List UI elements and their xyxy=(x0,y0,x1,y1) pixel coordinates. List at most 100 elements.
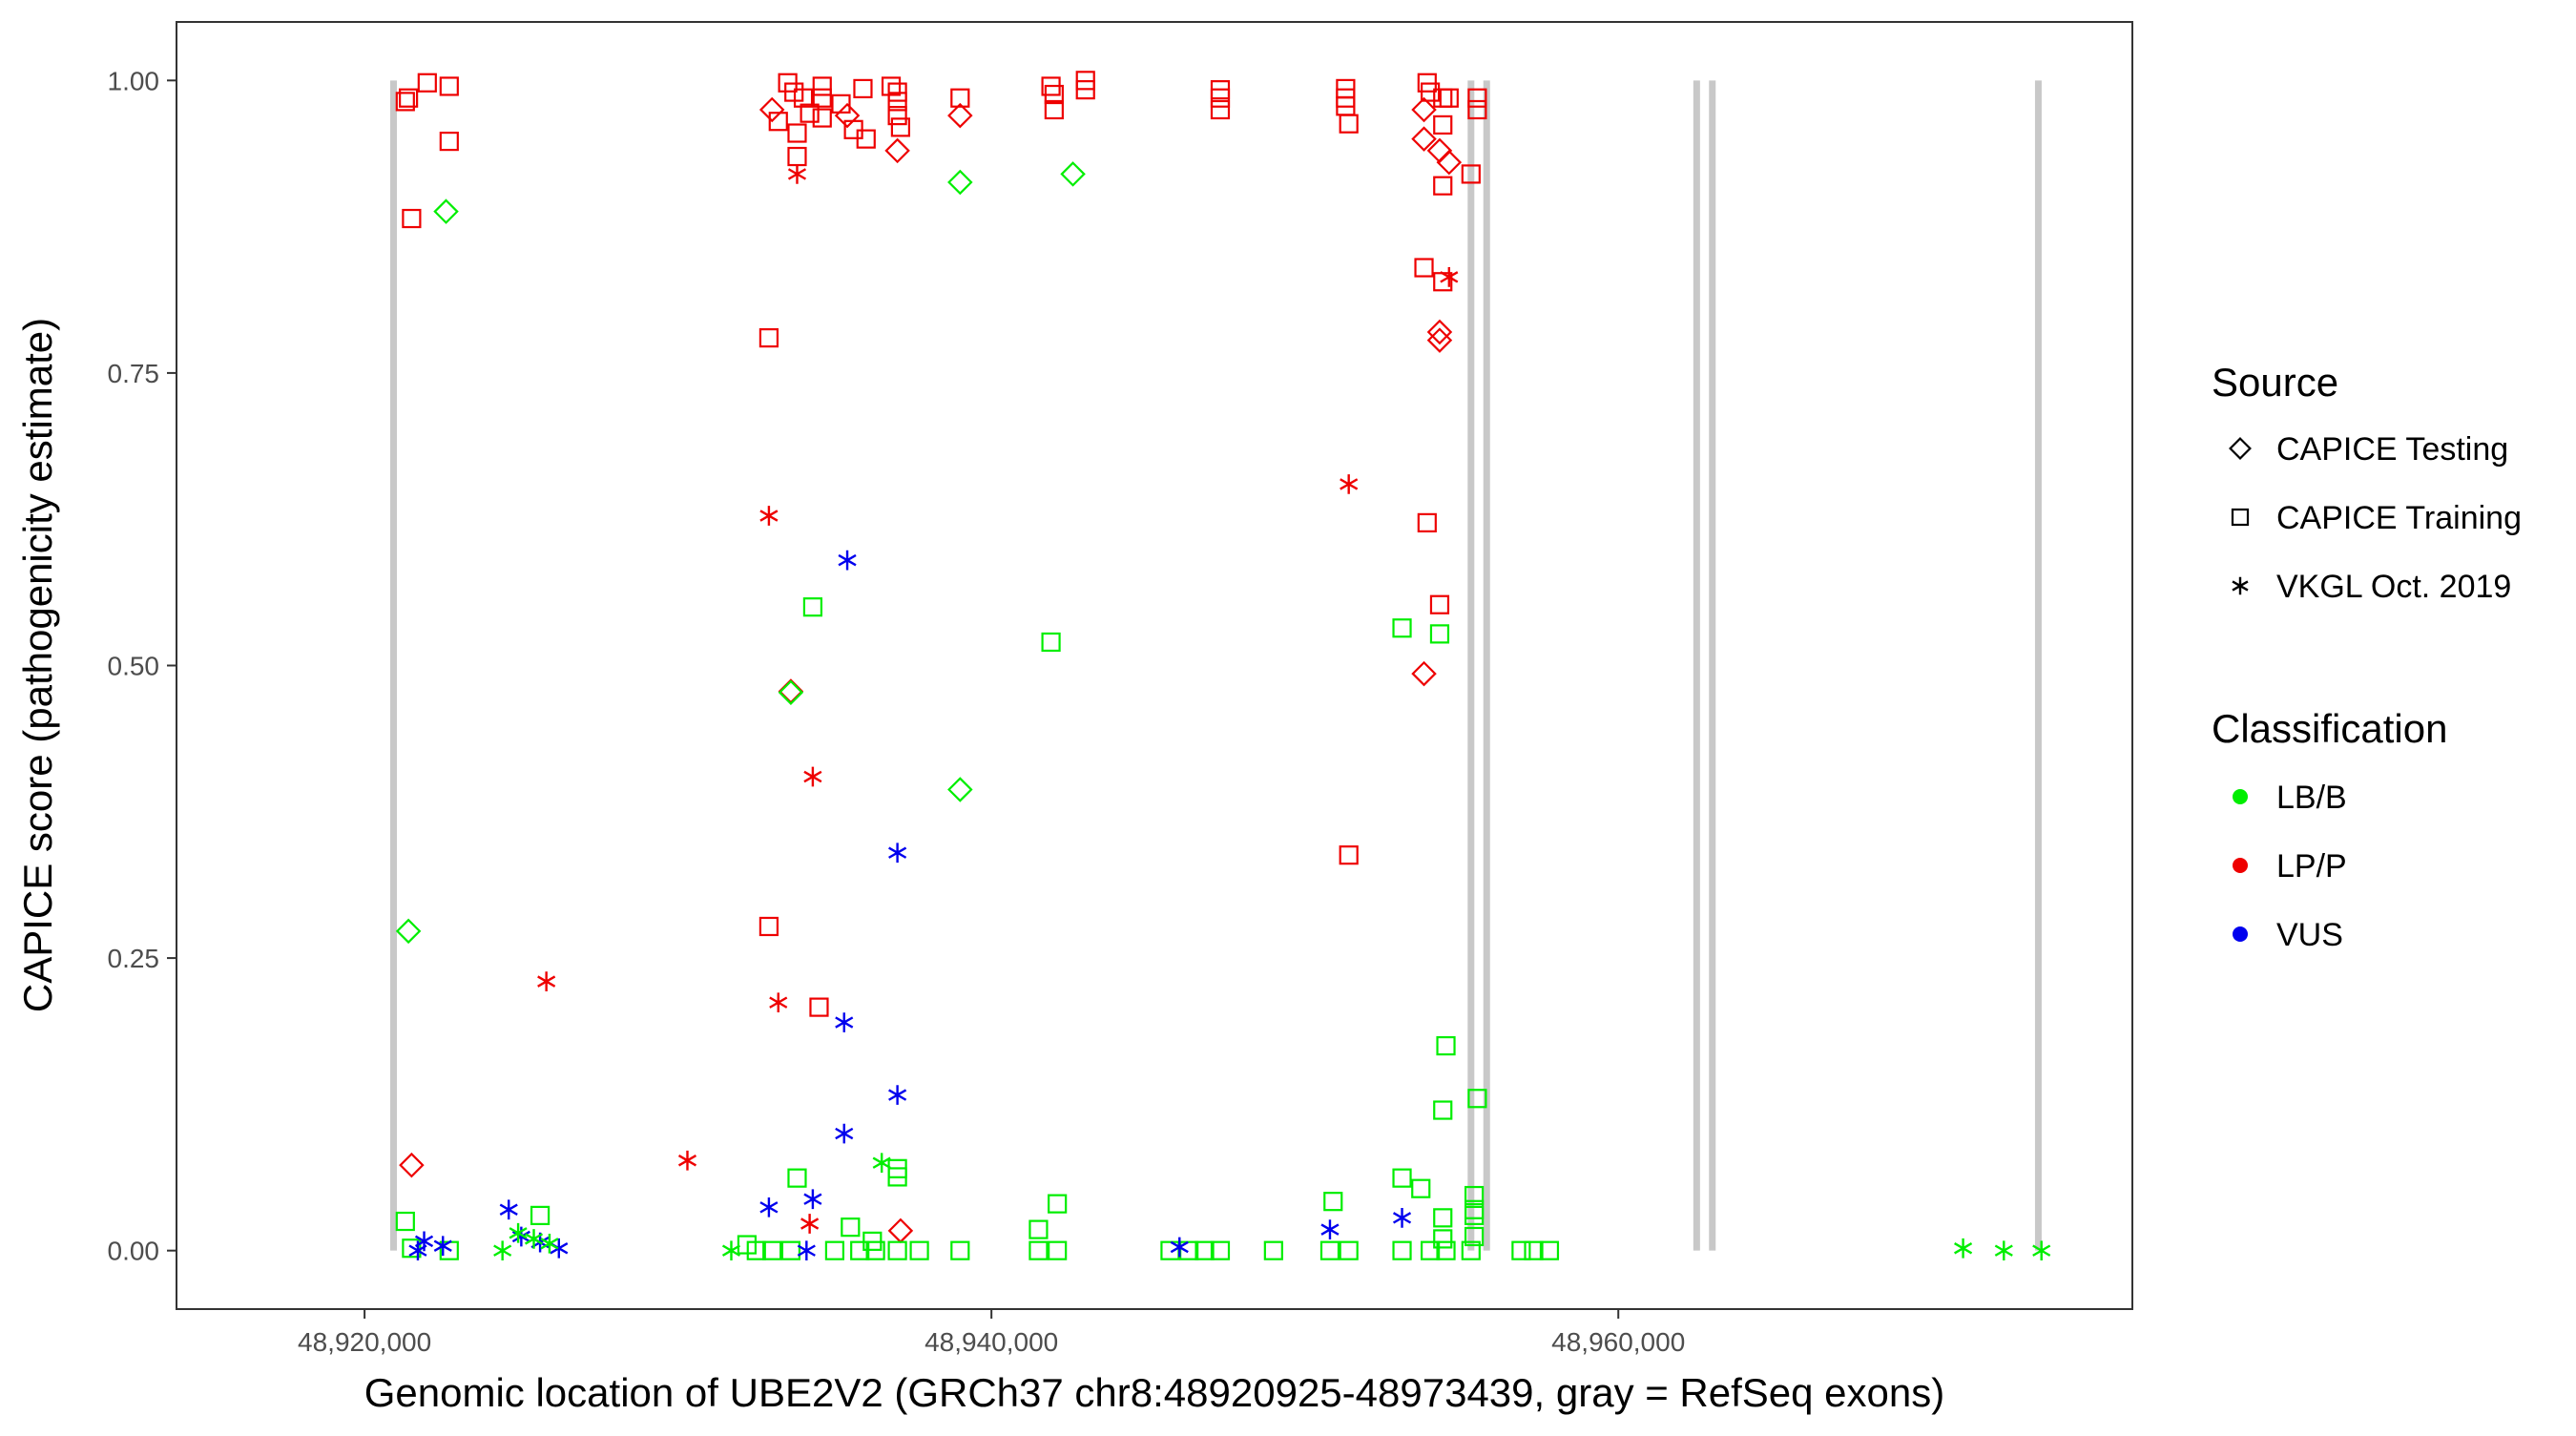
data-point xyxy=(778,678,804,704)
data-point xyxy=(865,1240,885,1260)
data-point xyxy=(1436,1240,1456,1260)
legend-source-key xyxy=(2229,437,2252,460)
data-point xyxy=(824,1240,845,1260)
data-point xyxy=(433,1236,452,1257)
data-point xyxy=(787,1168,807,1188)
data-point xyxy=(2032,1240,2051,1261)
data-point xyxy=(417,73,437,93)
data-point xyxy=(1464,1205,1485,1225)
y-tick-label: 0.50 xyxy=(108,652,160,681)
data-point xyxy=(812,88,832,108)
legend-class-key xyxy=(2233,858,2248,873)
data-point xyxy=(1954,1238,1973,1259)
data-point xyxy=(834,102,861,129)
data-point xyxy=(1433,1208,1453,1228)
data-point xyxy=(1044,99,1064,120)
x-axis-title: Genomic location of UBE2V2 (GRCh37 chr8:… xyxy=(364,1370,1945,1415)
exon-lines xyxy=(390,80,2042,1251)
data-point xyxy=(800,103,820,123)
data-point xyxy=(758,916,779,937)
data-point xyxy=(1028,1219,1049,1239)
data-point xyxy=(890,117,910,137)
data-point xyxy=(1464,1226,1485,1247)
legend-source-key xyxy=(2232,576,2249,595)
data-point xyxy=(787,146,807,167)
data-point xyxy=(887,1240,907,1260)
data-point xyxy=(1392,1207,1412,1228)
legend-class-key xyxy=(2233,926,2248,942)
legend-source-title: Source xyxy=(2212,360,2338,405)
data-point xyxy=(493,1240,512,1261)
data-point xyxy=(746,1240,766,1260)
data-point xyxy=(1511,1240,1531,1260)
data-point xyxy=(884,137,910,164)
data-point xyxy=(812,76,832,96)
data-point xyxy=(802,597,823,617)
data-point xyxy=(759,1197,779,1217)
data-point xyxy=(1339,845,1359,865)
data-point xyxy=(1048,1240,1068,1260)
data-point xyxy=(768,112,788,132)
data-point xyxy=(1392,1168,1412,1188)
data-point xyxy=(1417,512,1437,532)
legend-source-label: VKGL Oct. 2019 xyxy=(2276,569,2511,605)
y-axis-title: CAPICE score (pathogenicity estimate) xyxy=(15,318,60,1012)
data-point xyxy=(1433,1229,1453,1249)
data-point xyxy=(1323,1192,1343,1212)
legend-source-label: CAPICE Training xyxy=(2276,500,2522,536)
data-point xyxy=(1210,99,1231,120)
data-point xyxy=(1411,1178,1431,1198)
data-point xyxy=(399,1152,425,1178)
plot-frame xyxy=(176,21,2133,1310)
data-point xyxy=(1263,1240,1283,1260)
y-axis: 0.00 0.25 0.50 0.75 1.00 xyxy=(108,66,177,1266)
data-point xyxy=(831,94,851,114)
data-point xyxy=(395,92,415,112)
data-point xyxy=(947,777,973,802)
data-point xyxy=(1539,1240,1560,1260)
data-point xyxy=(887,106,907,126)
data-points xyxy=(395,71,2051,1261)
data-point xyxy=(402,208,422,229)
legend-class-label: LP/P xyxy=(2276,848,2347,884)
data-point xyxy=(1461,164,1481,184)
data-point xyxy=(433,198,459,224)
data-point xyxy=(537,971,556,991)
data-point xyxy=(758,328,779,348)
data-point xyxy=(887,92,907,112)
data-point xyxy=(1994,1240,2013,1261)
data-point xyxy=(853,78,873,99)
x-axis: 48,920,000 48,940,000 48,960,000 xyxy=(298,1309,1685,1357)
data-point xyxy=(888,1085,907,1105)
data-point xyxy=(1426,319,1453,345)
data-point xyxy=(1433,1100,1453,1120)
data-point xyxy=(1210,88,1231,108)
data-point xyxy=(1464,1185,1485,1206)
data-point xyxy=(1210,1240,1231,1260)
data-point xyxy=(1467,99,1487,120)
data-point xyxy=(1075,80,1095,100)
data-point xyxy=(758,96,785,123)
data-point xyxy=(399,88,419,108)
data-point xyxy=(909,1240,929,1260)
data-point xyxy=(1044,84,1064,105)
data-point xyxy=(499,1199,518,1220)
data-point xyxy=(1433,88,1453,108)
data-point xyxy=(1339,1240,1359,1260)
data-point xyxy=(856,129,876,149)
data-point xyxy=(838,550,857,571)
data-point xyxy=(1433,176,1453,196)
data-point xyxy=(947,169,973,196)
data-point xyxy=(887,1167,907,1187)
x-tick-label: 48,960,000 xyxy=(1551,1327,1685,1357)
legend-class-title: Classification xyxy=(2212,706,2447,751)
data-point xyxy=(1392,618,1412,638)
data-point xyxy=(872,1153,891,1174)
data-point xyxy=(835,1123,854,1144)
data-point xyxy=(1028,1240,1049,1260)
data-point xyxy=(841,1217,861,1238)
data-point xyxy=(524,1229,544,1249)
data-point xyxy=(888,843,907,864)
data-point xyxy=(677,1150,697,1171)
